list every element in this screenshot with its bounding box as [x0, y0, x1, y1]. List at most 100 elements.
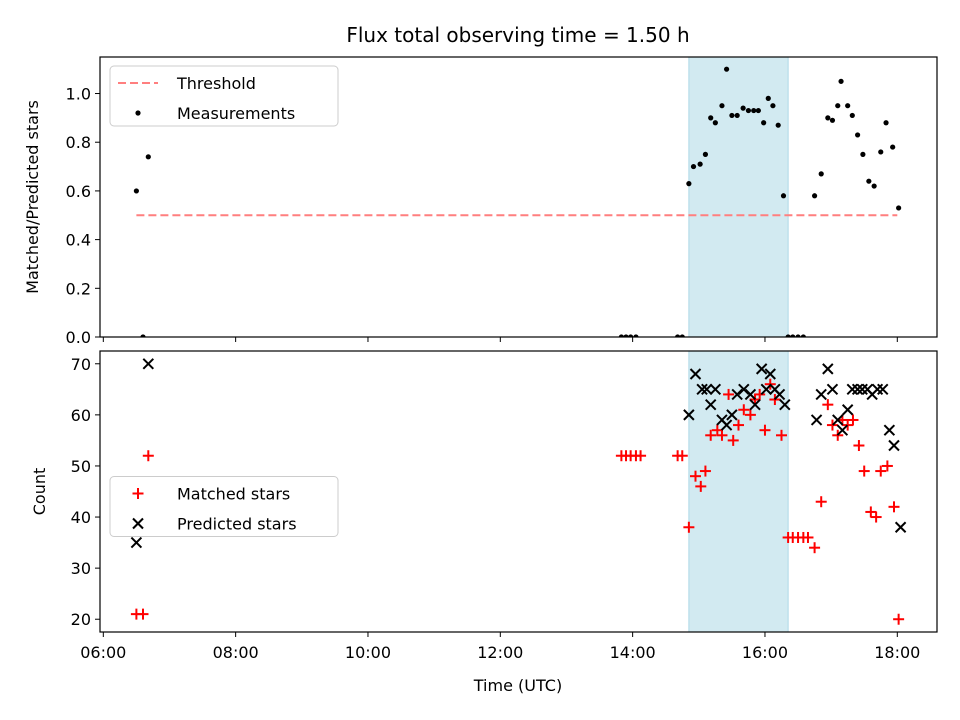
data-point: [842, 419, 854, 431]
observing-span: [688, 350, 789, 633]
data-point: [888, 439, 900, 452]
data-point: [142, 450, 154, 462]
data-point: [679, 334, 685, 337]
data-point: [705, 429, 717, 441]
data-point: [738, 383, 750, 396]
data-point: [877, 383, 889, 396]
y-tick-label: 0.6: [66, 182, 91, 201]
data-point: [822, 399, 834, 411]
data-point: [836, 424, 849, 436]
data-point: [875, 465, 887, 477]
data-point: [871, 183, 877, 189]
data-point: [709, 383, 722, 396]
data-point: [894, 521, 907, 533]
data-point: [829, 117, 836, 123]
data-point: [731, 388, 743, 401]
data-point: [708, 115, 714, 121]
data-point: [860, 151, 866, 157]
data-point: [890, 144, 896, 150]
data-point: [740, 105, 746, 111]
data-point: [744, 409, 756, 421]
data-point: [140, 334, 146, 337]
data-point: [683, 409, 695, 421]
data-point: [826, 383, 839, 396]
y-tick-label: 50: [71, 457, 91, 476]
data-point: [633, 334, 639, 337]
y-tick-label: 70: [71, 355, 91, 374]
legend-box: [109, 65, 339, 127]
data-point: [800, 334, 806, 337]
data-point: [815, 388, 827, 401]
chart-title: Flux total observing time = 1.50 h: [346, 23, 689, 47]
y-tick-label: 0.2: [66, 279, 91, 298]
data-point: [683, 521, 695, 533]
legend: Threshold Measurements: [109, 65, 339, 127]
data-point: [893, 613, 905, 625]
data-point: [686, 181, 692, 187]
data-point: [780, 193, 787, 199]
data-point: [818, 171, 824, 177]
data-point: [623, 334, 629, 337]
data-point: [773, 388, 786, 401]
axes-frame: [99, 56, 938, 338]
data-point: [696, 383, 708, 396]
legend-label: Matched stars: [177, 485, 290, 504]
data-point: [716, 429, 728, 441]
data-point: [871, 383, 884, 396]
data-point: [832, 414, 844, 426]
x-tick-label: 12:00: [477, 643, 523, 662]
data-point: [870, 511, 882, 523]
x-tick-label: 14:00: [610, 643, 656, 662]
data-point: [145, 154, 151, 160]
data-point: [811, 193, 818, 199]
data-point: [825, 115, 831, 121]
data-point: [822, 363, 834, 375]
data-point: [697, 161, 703, 167]
y-axis-label: Count: [30, 468, 49, 516]
data-point: [809, 542, 821, 554]
data-point: [838, 78, 844, 84]
data-point: [826, 419, 838, 431]
data-point: [726, 409, 738, 421]
y-tick-label: 1.0: [66, 85, 91, 104]
data-point: [755, 107, 761, 114]
data-point: [883, 424, 896, 436]
data-point: [775, 122, 781, 128]
data-point: [785, 334, 791, 337]
data-point: [689, 470, 701, 482]
data-point: [755, 363, 768, 375]
data-point: [729, 112, 735, 119]
data-point: [759, 424, 771, 436]
legend-label: Measurements: [177, 104, 295, 123]
data-point: [695, 480, 707, 492]
data-point: [835, 103, 841, 109]
data-point: [690, 163, 697, 170]
data-point: [760, 383, 772, 396]
data-point: [779, 398, 791, 411]
data-point: [878, 149, 884, 155]
x-tick-label: 08:00: [213, 643, 259, 662]
data-point: [754, 388, 766, 400]
y-axis-label: Matched/Predicted stars: [23, 100, 42, 294]
x-tick-label: 16:00: [742, 643, 788, 662]
legend: Matched stars Predicted stars: [109, 476, 339, 537]
data-point: [865, 506, 877, 518]
data-point: [745, 107, 752, 114]
ratio-panel: 0.0 0.2 0.4 0.6 0.8 1.0 Matched/Predicted star…: [23, 56, 938, 347]
data-point: [751, 107, 757, 114]
data-point: [133, 188, 139, 194]
y-tick-label: 60: [71, 406, 91, 425]
data-point: [849, 112, 855, 119]
data-point: [137, 608, 149, 620]
data-point: [701, 383, 713, 396]
data-point: [130, 536, 143, 549]
data-point: [790, 334, 796, 337]
y-tick-label: 0.8: [66, 133, 91, 152]
data-point: [727, 434, 739, 446]
data-point: [142, 358, 155, 370]
data-point: [776, 429, 788, 441]
data-point: [689, 368, 702, 380]
data-point: [628, 334, 634, 337]
data-point: [858, 465, 870, 477]
